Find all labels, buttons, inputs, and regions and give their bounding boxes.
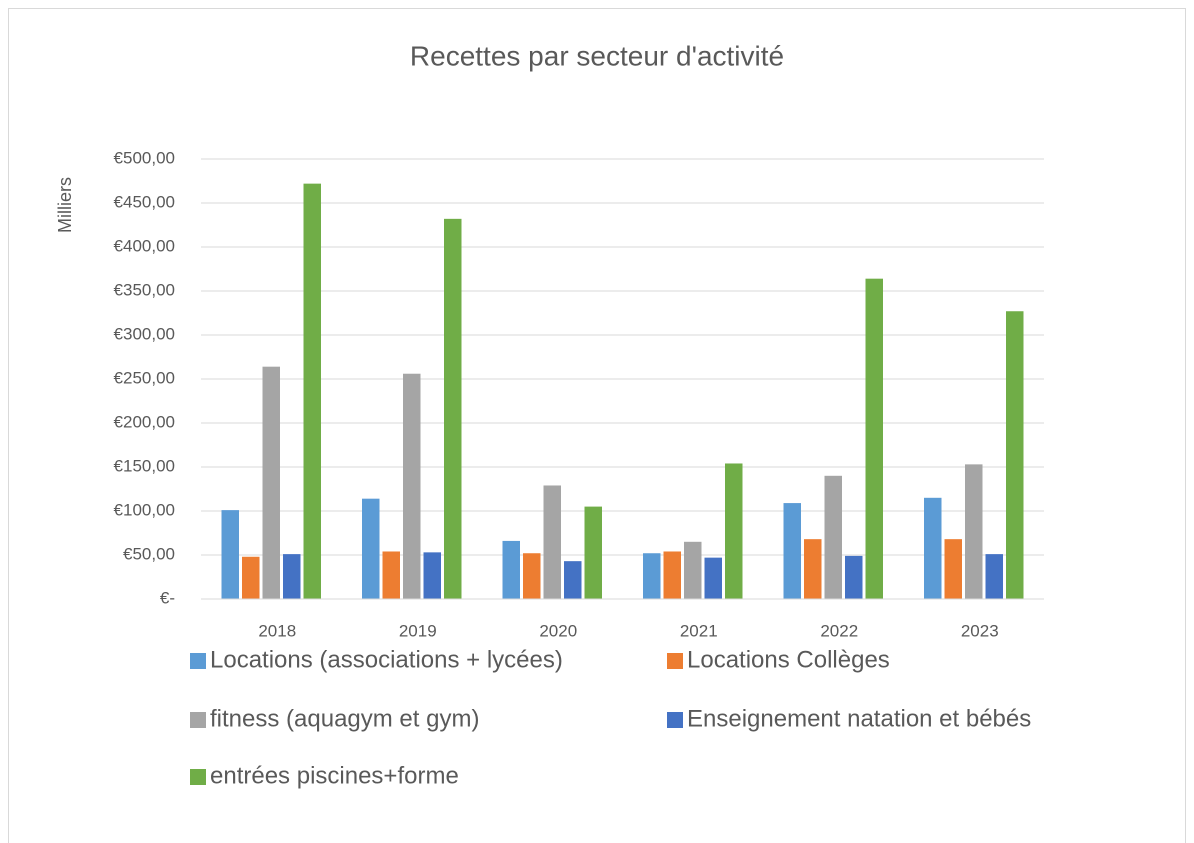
y-tick-label: €350,00: [114, 280, 175, 299]
legend-swatch: [667, 653, 683, 669]
legend-swatch: [190, 653, 206, 669]
legend-label: Locations Collèges: [687, 646, 890, 673]
chart-border: [8, 8, 1186, 843]
bar: [283, 554, 301, 599]
y-tick-label: €100,00: [114, 500, 175, 519]
bar: [502, 540, 520, 599]
y-tick-label: €250,00: [114, 368, 175, 387]
bar: [643, 553, 661, 599]
legend-swatch: [190, 712, 206, 728]
bar: [985, 554, 1003, 599]
bar: [362, 498, 380, 599]
x-tick-label: 2022: [820, 621, 858, 640]
y-tick-label: €400,00: [114, 236, 175, 255]
bar: [845, 555, 863, 599]
x-tick-label: 2023: [961, 621, 999, 640]
bar: [663, 551, 681, 599]
bar: [584, 506, 602, 599]
y-tick-label: €50,00: [123, 544, 175, 563]
bar: [444, 218, 462, 599]
chart-title: Recettes par secteur d'activité: [410, 40, 784, 71]
y-tick-label: €-: [160, 588, 175, 607]
bar: [704, 557, 722, 599]
legend-swatch: [190, 769, 206, 785]
legend-label: entrées piscines+forme: [210, 762, 459, 789]
y-tick-label: €500,00: [114, 148, 175, 167]
bar: [403, 373, 421, 599]
bar: [221, 510, 239, 599]
bar: [965, 464, 983, 599]
x-tick-label: 2018: [258, 621, 296, 640]
x-tick-label: 2020: [539, 621, 577, 640]
y-tick-label: €300,00: [114, 324, 175, 343]
bar: [725, 463, 743, 599]
bar: [824, 475, 842, 599]
bar: [783, 503, 801, 599]
bar: [865, 278, 883, 599]
bar: [262, 366, 280, 599]
bar: [684, 541, 702, 599]
y-tick-label: €200,00: [114, 412, 175, 431]
legend-label: Enseignement natation et bébés: [687, 705, 1031, 732]
bar: [382, 551, 400, 599]
bar: [543, 485, 561, 599]
y-tick-label: €450,00: [114, 192, 175, 211]
y-axis-label: Milliers: [55, 177, 75, 233]
legend-swatch: [667, 712, 683, 728]
bar: [564, 561, 582, 599]
x-tick-label: 2021: [680, 621, 718, 640]
bar: [1006, 311, 1024, 599]
bar: [523, 553, 541, 599]
y-tick-label: €150,00: [114, 456, 175, 475]
bar: [303, 183, 321, 599]
bar: [924, 497, 942, 599]
bar: [944, 539, 962, 599]
bar: [804, 539, 822, 599]
x-tick-label: 2019: [399, 621, 437, 640]
bar: [423, 552, 441, 599]
legend-label: fitness (aquagym et gym): [210, 705, 479, 732]
legend-label: Locations (associations + lycées): [210, 646, 563, 673]
bar: [242, 556, 260, 599]
